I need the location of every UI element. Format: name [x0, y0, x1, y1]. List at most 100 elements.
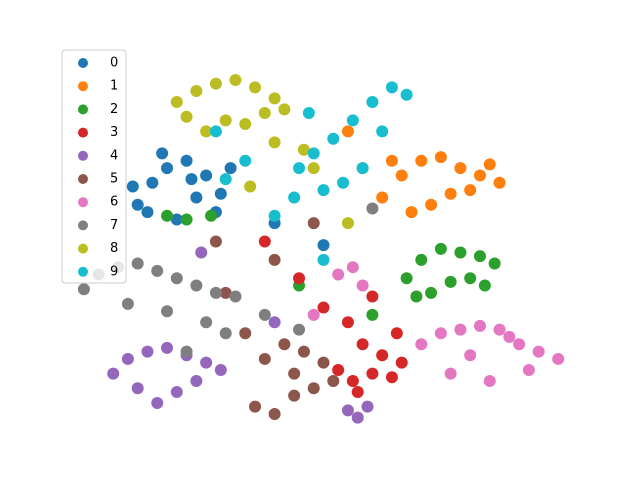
- point: [522, 363, 535, 376]
- legend-items: 0 1 2 3 4 5 6 7 8 9: [78, 56, 118, 279]
- point: [415, 338, 428, 351]
- point: [293, 272, 306, 285]
- legend-label: 4: [110, 148, 118, 163]
- point: [464, 184, 477, 197]
- point: [170, 385, 183, 398]
- point: [307, 147, 320, 160]
- point: [356, 279, 369, 292]
- point: [77, 283, 90, 296]
- point: [503, 330, 516, 343]
- point: [190, 374, 203, 387]
- point: [278, 103, 291, 116]
- point: [209, 235, 222, 248]
- point: [297, 345, 310, 358]
- point: [121, 352, 134, 365]
- point: [190, 279, 203, 292]
- point: [385, 154, 398, 167]
- point: [415, 253, 428, 266]
- point: [161, 341, 174, 354]
- point: [190, 85, 203, 98]
- point: [351, 411, 364, 424]
- point: [366, 202, 379, 215]
- point: [229, 74, 242, 87]
- legend-label: 3: [110, 125, 118, 140]
- point: [185, 173, 198, 186]
- point: [483, 374, 496, 387]
- legend-marker: [78, 150, 88, 161]
- point: [405, 206, 418, 219]
- legend-marker: [78, 266, 88, 277]
- point: [268, 316, 281, 329]
- legend: [61, 49, 127, 284]
- point: [473, 250, 486, 263]
- point: [444, 275, 457, 288]
- point: [400, 272, 413, 285]
- point: [351, 385, 364, 398]
- point: [200, 125, 213, 138]
- point: [244, 180, 257, 193]
- point: [219, 286, 232, 299]
- point: [146, 176, 159, 189]
- point: [385, 371, 398, 384]
- point: [293, 323, 306, 336]
- point: [513, 338, 526, 351]
- point: [346, 114, 359, 127]
- point: [327, 132, 340, 145]
- legend-marker: [78, 197, 88, 208]
- point: [209, 286, 222, 299]
- point: [532, 345, 545, 358]
- point: [425, 198, 438, 211]
- point: [258, 352, 271, 365]
- point: [131, 257, 144, 270]
- point: [151, 264, 164, 277]
- point: [341, 217, 354, 230]
- point: [332, 268, 345, 281]
- point: [395, 169, 408, 182]
- point: [356, 162, 369, 175]
- point: [209, 125, 222, 138]
- legend-marker: [78, 243, 88, 254]
- point: [239, 118, 252, 131]
- legend-marker: [78, 220, 88, 231]
- point: [209, 77, 222, 90]
- point: [141, 206, 154, 219]
- legend-marker: [78, 58, 88, 68]
- point: [219, 114, 232, 127]
- legend-marker: [78, 127, 88, 138]
- point: [161, 305, 174, 318]
- point: [337, 176, 350, 189]
- point: [376, 191, 389, 204]
- point: [434, 242, 447, 255]
- point: [219, 173, 232, 186]
- point: [400, 88, 413, 101]
- point: [493, 323, 506, 336]
- point: [385, 81, 398, 94]
- point: [126, 180, 139, 193]
- legend-label: 9: [110, 264, 118, 279]
- point: [410, 290, 423, 303]
- point: [307, 308, 320, 321]
- point: [473, 319, 486, 332]
- point: [473, 169, 486, 182]
- legend-label: 2: [110, 102, 118, 117]
- point: [180, 345, 193, 358]
- point: [141, 345, 154, 358]
- point: [214, 363, 227, 376]
- point: [332, 363, 345, 376]
- point: [356, 338, 369, 351]
- point: [366, 308, 379, 321]
- point: [376, 125, 389, 138]
- point: [229, 290, 242, 303]
- point: [249, 81, 262, 94]
- point: [327, 374, 340, 387]
- point: [454, 323, 467, 336]
- point: [268, 407, 281, 420]
- point: [107, 367, 120, 380]
- point: [390, 327, 403, 340]
- point: [552, 352, 565, 365]
- point: [258, 235, 271, 248]
- point: [454, 162, 467, 175]
- point: [425, 286, 438, 299]
- legend-marker: [78, 104, 88, 115]
